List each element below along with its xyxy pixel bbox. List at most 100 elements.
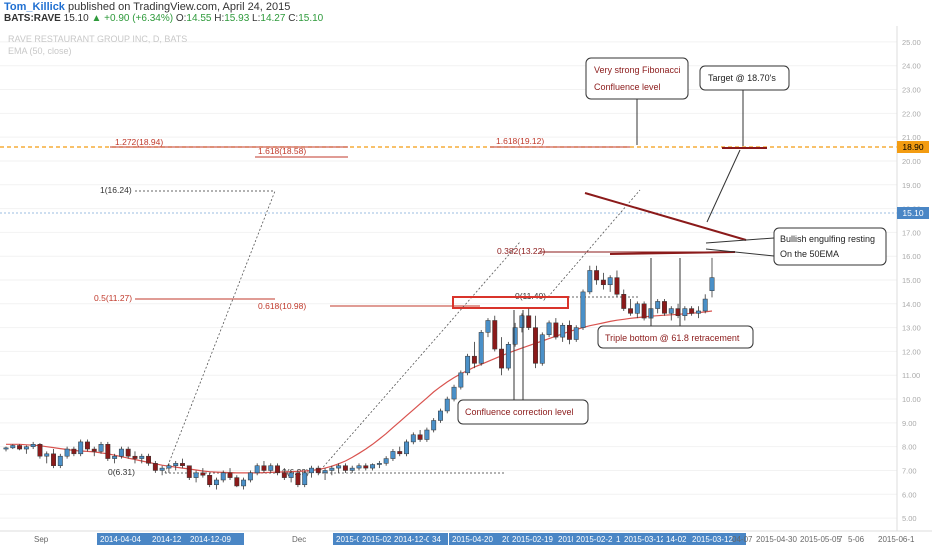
candle-body (492, 320, 498, 350)
engulf-callout-line1: Bullish engulfing resting (780, 234, 875, 244)
candle-body (634, 303, 640, 314)
symbol-info: BATS:RAVE 15.10 ▲ +0.90 (+6.34%) O:14.55… (4, 13, 323, 24)
fib-trend-line-1 (164, 190, 276, 474)
candle-body (695, 310, 701, 314)
time-tick-label: 2015-06-1 (878, 535, 915, 544)
time-tick-label: Dec (292, 535, 306, 544)
candle-body (662, 301, 667, 314)
publish-text: published on TradingView.com, April 24, … (64, 1, 291, 13)
candle-body (689, 308, 695, 314)
candle-body (17, 445, 23, 450)
price-tick-label: 7.00 (902, 466, 917, 475)
time-label-highlight (97, 533, 154, 545)
fib-0a-label: 0(6.31) (108, 467, 135, 477)
high-value: 15.93 (224, 13, 250, 24)
time-tick-label: Sep (34, 535, 49, 544)
candle-body (132, 455, 138, 459)
price-tick-label: 24.00 (902, 62, 921, 71)
ema50-path (6, 310, 713, 474)
candle-body (560, 324, 566, 338)
low-label: L: (252, 13, 261, 24)
fib-0382-label: 0.382(13.22) (497, 246, 545, 256)
candle-body (23, 446, 29, 450)
candle-body (329, 467, 335, 471)
candle-body (417, 434, 423, 440)
time-label-highlight (359, 533, 401, 545)
change-arrow-icon: ▲ (91, 13, 102, 24)
candle-body (207, 474, 213, 486)
candle-body (376, 463, 382, 465)
candle-body (85, 441, 90, 450)
candle-body (322, 470, 328, 474)
candle-body (485, 320, 491, 333)
fib-confluence-callout[interactable]: Very strong Fibonacci Confluence level (585, 57, 689, 100)
close-value: 15.10 (298, 13, 324, 24)
time-tick-label: 2015-02-19 (512, 535, 553, 544)
candle-body (315, 467, 321, 474)
price-tick-label: 12.00 (902, 347, 921, 356)
descending-trendline (584, 192, 747, 241)
candle-body (254, 465, 260, 474)
engulf-callout[interactable]: Bullish engulfing resting On the 50EMA (773, 227, 887, 266)
candle-body (247, 472, 253, 481)
time-tick-label: 20 (502, 535, 511, 544)
time-tick-label: 2018 (558, 535, 576, 544)
candle-body (57, 455, 63, 466)
author-link[interactable]: Tom_Killick (4, 1, 65, 13)
time-tick-label: 1 (616, 535, 621, 544)
price-tick-label: 23.00 (902, 86, 921, 95)
fib-1-label: 1(16.24) (100, 185, 132, 195)
fib-trend-line-3 (547, 189, 641, 298)
publish-info: Tom_Killick published on TradingView.com… (4, 1, 290, 13)
price-tick-label: 21.00 (902, 133, 921, 142)
confluence-correction-callout[interactable]: Confluence correction level (457, 399, 589, 425)
target-callout[interactable]: Target @ 18.70's (699, 65, 790, 91)
candle-body (655, 301, 661, 309)
candle-body (173, 463, 179, 466)
candle-body (546, 322, 552, 336)
candle-body (566, 324, 572, 340)
time-tick-label: 2014-12-09 (190, 535, 231, 544)
candle-body (44, 453, 50, 457)
candle-body (166, 465, 172, 469)
candle-body (363, 465, 369, 469)
time-tick-label: 2015-02 (362, 535, 392, 544)
price-tick-label: 13.00 (902, 324, 921, 333)
candle-body (383, 458, 389, 464)
candle-body (600, 279, 606, 286)
price-tick-label: 8.00 (902, 443, 917, 452)
price-tick-label: 5.00 (902, 514, 917, 523)
price-axis[interactable]: 25.0024.0023.0022.0021.0020.0019.0018.00… (896, 26, 921, 531)
candle-body (152, 463, 158, 471)
candle-body (607, 277, 613, 286)
candle-body (478, 332, 484, 364)
chart-header: Tom_Killick published on TradingView.com… (0, 0, 932, 26)
open-label: O: (175, 13, 187, 24)
candle-body (519, 315, 525, 328)
low-value: 14.27 (260, 13, 286, 24)
time-tick-label: 2014-12 (152, 535, 182, 544)
time-tick-label: 2015-04-20 (452, 535, 493, 544)
time-tick-label: 5-06 (848, 535, 865, 544)
engulf-callout-line2: On the 50EMA (780, 249, 839, 259)
candle-body (10, 445, 16, 449)
candle-body (51, 453, 56, 466)
candle-body (200, 472, 206, 476)
time-tick-label: 2015-02-23 (576, 535, 617, 544)
last-price: 15.10 (63, 13, 89, 24)
ema50-line (6, 310, 713, 474)
candle-body (139, 455, 145, 459)
time-label-highlight (689, 533, 746, 545)
candle-body (342, 465, 348, 471)
price-tick-label: 17.00 (902, 228, 921, 237)
candle-body (526, 315, 532, 328)
triple-bottom-callout[interactable]: Triple bottom @ 61.8 retracement (597, 325, 754, 349)
time-axis[interactable]: Sep 2014-04-04 2014-12 2014-12-09 Dec 2015-0 2… (34, 533, 915, 545)
time-tick-label: 2014-12-09 (394, 535, 435, 544)
fib-trend-line-2 (317, 241, 521, 474)
candle-body (682, 308, 688, 316)
time-label-highlight (509, 533, 566, 545)
time-tick-label: 2015-0 (336, 535, 361, 544)
symbol-name: BATS:RAVE (4, 13, 61, 24)
